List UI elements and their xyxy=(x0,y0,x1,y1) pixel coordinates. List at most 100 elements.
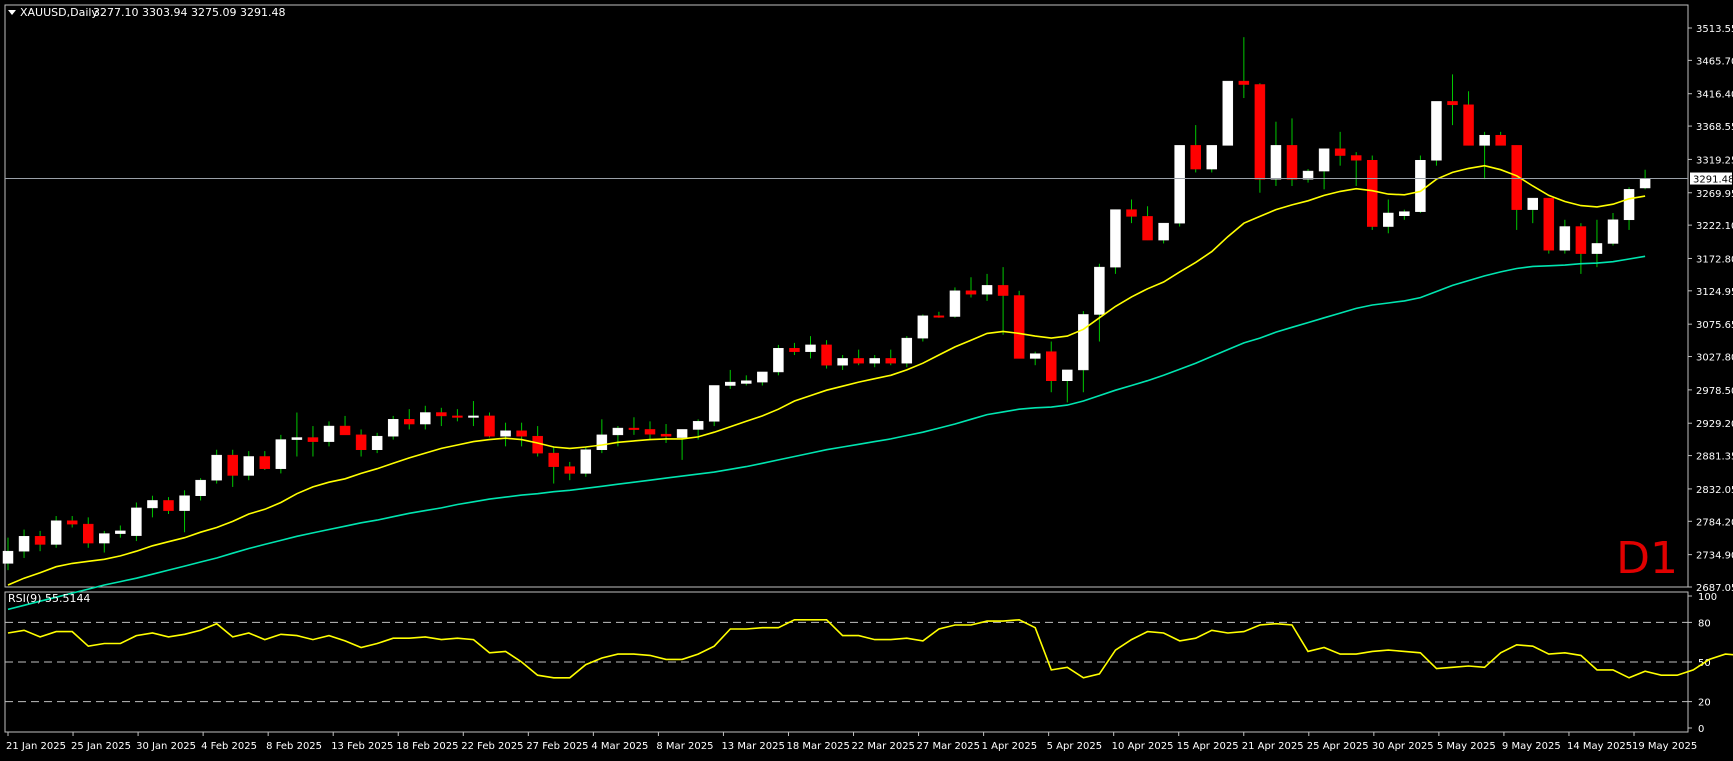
bear-candle xyxy=(1334,148,1346,156)
time-tick-label: 4 Mar 2025 xyxy=(591,741,648,752)
bull-candle xyxy=(949,290,961,317)
timeframe-label: D1 xyxy=(1616,533,1678,584)
bull-candle xyxy=(692,421,704,430)
bear-candle xyxy=(885,358,896,364)
bull-candle xyxy=(468,415,479,418)
bear-candle xyxy=(564,466,575,474)
bull-candle xyxy=(147,500,158,509)
bear-candle xyxy=(83,523,94,544)
time-tick-label: 1 Apr 2025 xyxy=(982,741,1037,752)
bull-candle xyxy=(1623,189,1635,221)
bull-candle xyxy=(1383,212,1394,227)
price-tick-label: 3269.95 xyxy=(1696,189,1733,200)
price-axis: 3513.55 3465.70 3416.40 3368.55 3319.25 3269.… xyxy=(1688,24,1733,594)
bear-candle xyxy=(660,433,672,437)
bear-candle xyxy=(259,456,271,469)
bear-candle xyxy=(484,415,495,437)
bear-candle xyxy=(1543,197,1555,251)
bull-candle xyxy=(1174,145,1185,224)
price-tick-label: 2832.05 xyxy=(1696,485,1733,496)
bear-candle xyxy=(34,536,46,545)
bear-candle xyxy=(1013,295,1025,359)
time-axis: 21 Jan 2025 25 Jan 2025 30 Jan 2025 4 Feb 2… xyxy=(6,732,1697,752)
time-tick-label: 15 Apr 2025 xyxy=(1177,741,1239,752)
price-tick-label: 3172.80 xyxy=(1696,254,1733,265)
bull-candle xyxy=(612,427,624,436)
bear-candle xyxy=(1463,104,1474,146)
bull-candle xyxy=(917,315,929,339)
price-tick-label: 2687.05 xyxy=(1696,583,1733,594)
time-tick-label: 9 May 2025 xyxy=(1502,741,1561,752)
bear-candle xyxy=(1575,226,1587,254)
time-tick-label: 19 May 2025 xyxy=(1632,741,1697,752)
rsi-tick-label: 20 xyxy=(1698,698,1711,709)
bull-candle xyxy=(1302,170,1314,180)
bull-candle xyxy=(323,425,335,442)
time-tick-label: 13 Feb 2025 xyxy=(331,741,393,752)
bull-candle xyxy=(1206,145,1217,170)
price-panel-frame xyxy=(4,4,1689,588)
price-tick-label: 3368.55 xyxy=(1696,122,1733,133)
bear-candle xyxy=(1447,101,1458,106)
time-tick-label: 10 Apr 2025 xyxy=(1112,741,1174,752)
time-tick-label: 14 May 2025 xyxy=(1567,741,1632,752)
bear-candle xyxy=(997,285,1009,296)
bull-candle xyxy=(291,437,303,440)
bull-candle xyxy=(243,456,254,476)
time-tick-label: 4 Feb 2025 xyxy=(201,741,257,752)
bear-candle xyxy=(516,430,527,437)
time-tick-label: 13 Mar 2025 xyxy=(721,741,784,752)
bull-candle xyxy=(757,371,768,383)
bull-candle xyxy=(387,419,399,437)
bull-candle xyxy=(2,550,14,564)
bear-candle xyxy=(933,315,945,318)
rsi-tick-label: 100 xyxy=(1698,592,1717,603)
price-tick-label: 2784.20 xyxy=(1696,517,1733,528)
bull-candle xyxy=(179,495,190,511)
price-tick-label: 3319.25 xyxy=(1696,155,1733,166)
bull-candle xyxy=(1431,101,1442,161)
bull-candle xyxy=(1559,226,1571,251)
time-tick-label: 25 Jan 2025 xyxy=(71,741,131,752)
rsi-line xyxy=(7,618,1733,679)
bear-candle xyxy=(1190,145,1201,170)
bull-candle xyxy=(211,454,222,481)
time-tick-label: 30 Apr 2025 xyxy=(1372,741,1434,752)
bull-candle xyxy=(741,380,752,384)
time-tick-label: 18 Mar 2025 xyxy=(786,741,849,752)
bull-candle xyxy=(99,533,110,544)
bull-candle xyxy=(1607,219,1619,244)
bear-candle xyxy=(436,412,447,417)
bear-candle xyxy=(853,358,864,364)
bull-candle xyxy=(805,344,816,352)
ma-slow-line xyxy=(7,255,1646,611)
price-tick-label: 2881.35 xyxy=(1696,452,1733,463)
bull-candle xyxy=(837,358,848,366)
time-tick-label: 30 Jan 2025 xyxy=(136,741,196,752)
current-price-label: 3291.48 xyxy=(1693,175,1733,186)
bull-candle xyxy=(1318,148,1330,172)
bear-candle xyxy=(1142,216,1153,241)
bull-candle xyxy=(275,439,287,469)
bear-candle xyxy=(1511,145,1522,210)
ma-fast-line xyxy=(7,164,1646,586)
current-price-tag: 3291.48 xyxy=(1690,172,1733,186)
bull-candle xyxy=(981,285,993,295)
bear-candle xyxy=(821,344,832,366)
bear-candle xyxy=(628,427,640,430)
price-tick-label: 3124.95 xyxy=(1696,287,1733,298)
price-tick-label: 3027.80 xyxy=(1696,353,1733,364)
collapse-triangle-icon[interactable] xyxy=(8,10,16,15)
bull-candle xyxy=(1639,178,1651,189)
bull-candle xyxy=(1415,160,1426,212)
rsi-tick-label: 0 xyxy=(1698,724,1704,735)
time-tick-label: 8 Mar 2025 xyxy=(656,741,713,752)
bull-candle xyxy=(115,530,126,534)
price-tick-label: 2978.50 xyxy=(1696,386,1733,397)
bull-candle xyxy=(901,337,913,364)
bull-candle xyxy=(596,434,608,450)
bear-candle xyxy=(307,437,319,442)
bull-candle xyxy=(1479,134,1490,146)
